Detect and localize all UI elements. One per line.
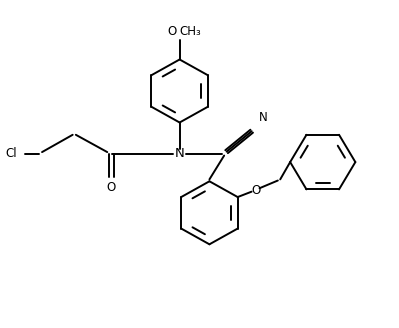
Text: N: N: [175, 147, 184, 160]
Text: O: O: [167, 25, 176, 38]
Text: Cl: Cl: [5, 147, 17, 160]
Text: O: O: [251, 184, 260, 196]
Text: CH₃: CH₃: [180, 25, 201, 38]
Text: O: O: [107, 181, 116, 194]
Text: N: N: [259, 111, 268, 124]
